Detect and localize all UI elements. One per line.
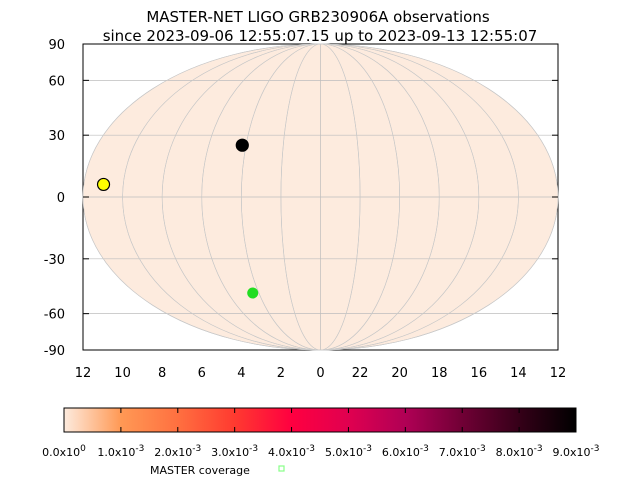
- colorbar: 0.0x100 1.0x10-3 2.0x10-3 3.0x10-3 4.0x10-3 5…: [42, 407, 600, 459]
- colorbar-bar: [63, 407, 577, 433]
- data-point: [247, 287, 259, 299]
- legend: MASTER coverage: [150, 464, 285, 477]
- y-tick-label: 60: [48, 74, 65, 89]
- colorbar-tick-label: 7.0x10-3: [439, 444, 486, 459]
- y-tick-label: -60: [44, 308, 65, 323]
- title-line-1: MASTER-NET LIGO GRB230906A observations: [146, 8, 490, 26]
- colorbar-tick-label: 6.0x10-3: [382, 444, 429, 459]
- x-tick-label: 18: [431, 366, 448, 381]
- x-tick-label: 20: [391, 366, 408, 381]
- colorbar-tick-label: 2.0x10-3: [154, 444, 201, 459]
- y-tick-label: -90: [44, 344, 65, 359]
- x-tick-label: 14: [510, 366, 527, 381]
- plot-area: [82, 43, 559, 351]
- x-tick-label: 0: [316, 366, 324, 381]
- y-axis-ticks: 90 60 30 0 -30 -60 -90: [44, 38, 558, 359]
- data-point: [96, 177, 111, 192]
- colorbar-tick-label: 8.0x10-3: [496, 444, 543, 459]
- data-point: [235, 138, 249, 152]
- title-line-2: since 2023-09-06 12:55:07.15 up to 2023-…: [103, 27, 538, 45]
- colorbar-tick-label: 5.0x10-3: [325, 444, 372, 459]
- colorbar-tick-label: 3.0x10-3: [211, 444, 258, 459]
- x-tick-label: 4: [237, 366, 245, 381]
- colorbar-tick-label: 1.0x10-3: [97, 444, 144, 459]
- legend-marker: [278, 465, 285, 472]
- colorbar-tick-label: 4.0x10-3: [268, 444, 315, 459]
- y-tick-label: -30: [44, 253, 65, 268]
- chart-title: MASTER-NET LIGO GRB230906A observations …: [103, 8, 538, 45]
- x-tick-label: 10: [114, 366, 131, 381]
- x-tick-label: 2: [277, 366, 285, 381]
- y-tick-label: 0: [57, 191, 65, 206]
- x-tick-label: 6: [198, 366, 206, 381]
- colorbar-tick-label: 0.0x100: [42, 444, 86, 459]
- x-tick-label: 22: [352, 366, 369, 381]
- colorbar-tick-label: 9.0x10-3: [553, 444, 600, 459]
- legend-label: MASTER coverage: [150, 464, 250, 477]
- y-tick-label: 30: [48, 129, 65, 144]
- x-tick-label: 16: [471, 366, 488, 381]
- x-axis-ticks: 12 10 8 6 4 2 0 22 20 18 16 14 12: [75, 366, 567, 381]
- x-tick-label: 8: [158, 366, 166, 381]
- x-tick-label: 12: [75, 366, 92, 381]
- data-points: [96, 138, 259, 299]
- x-tick-label: 12: [550, 366, 567, 381]
- y-tick-label: 90: [48, 38, 65, 53]
